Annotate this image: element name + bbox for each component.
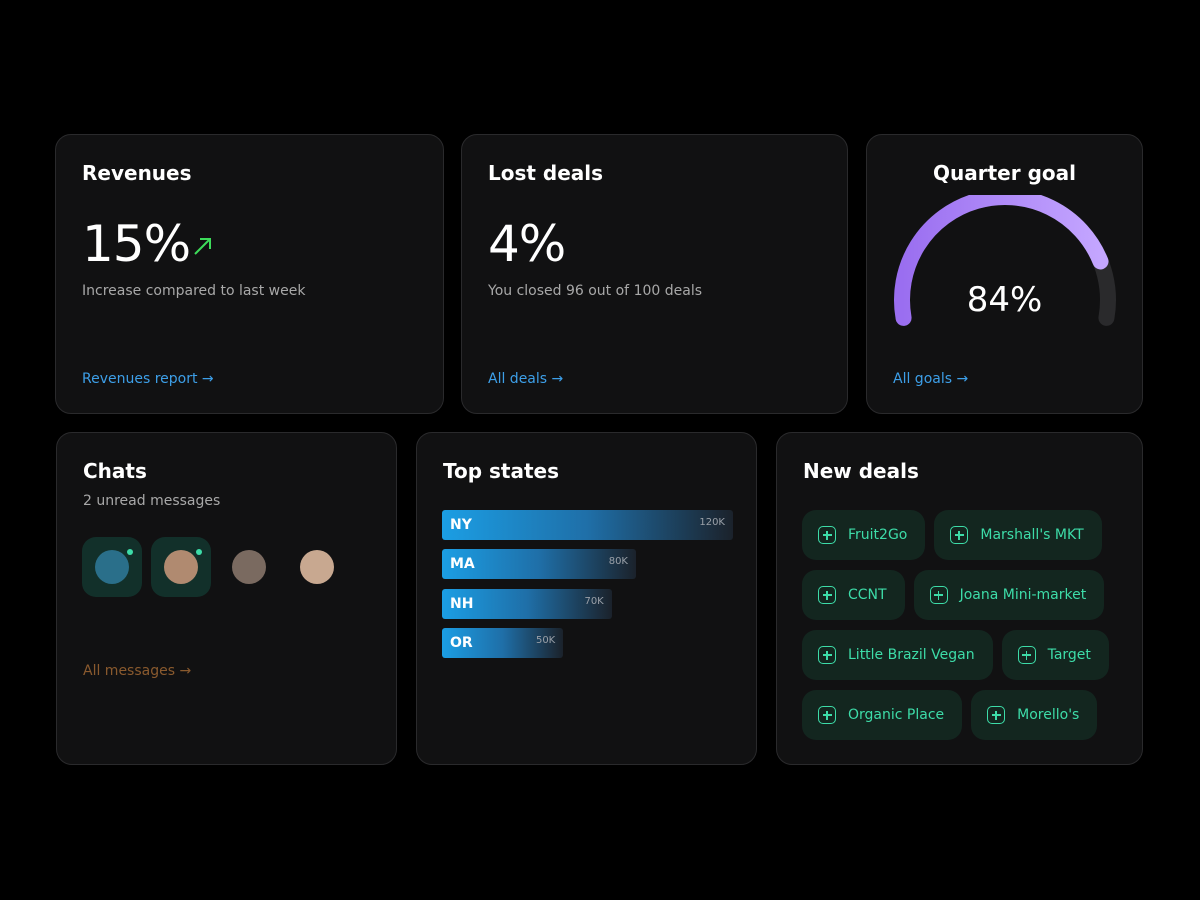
bar: MA 80K bbox=[442, 549, 636, 580]
state-label: NY bbox=[450, 517, 472, 533]
bar: NY 120K bbox=[442, 510, 733, 540]
deal-chip[interactable]: Marshall's MKT bbox=[934, 510, 1102, 560]
state-label: MA bbox=[450, 556, 475, 573]
deal-chip[interactable]: Morello's bbox=[971, 690, 1098, 740]
card-title: Lost deals bbox=[488, 161, 604, 185]
deal-chip[interactable]: Fruit2Go bbox=[802, 510, 926, 560]
deal-row: CCNT Joana Mini-market bbox=[802, 570, 1142, 630]
unread-dot bbox=[127, 549, 133, 555]
subtitle: 2 unread messages bbox=[83, 493, 221, 509]
deal-chip[interactable]: CCNT bbox=[802, 570, 905, 620]
deal-chip[interactable]: Little Brazil Vegan bbox=[802, 630, 993, 680]
new-deals-card: New deals Fruit2Go Marshall's MKT CCNT Joan… bbox=[776, 432, 1143, 765]
deal-name: Joana Mini-market bbox=[959, 587, 1087, 603]
metric: 15% bbox=[82, 215, 191, 273]
state-label: NH bbox=[450, 595, 474, 612]
deal-name: CCNT bbox=[848, 587, 887, 603]
plus-icon bbox=[950, 526, 969, 544]
link[interactable]: Revenues report → bbox=[82, 371, 214, 387]
bar: NH 70K bbox=[442, 588, 612, 619]
caption: Increase compared to last week bbox=[82, 283, 306, 299]
revenues-card: Revenues 15% Increase compared to last w… bbox=[55, 134, 444, 414]
avatar bbox=[164, 550, 198, 584]
avatar bbox=[232, 550, 266, 584]
card-title: New deals bbox=[803, 459, 919, 483]
value-label: 120K bbox=[699, 517, 725, 528]
value-label: 80K bbox=[608, 556, 628, 568]
deal-name: Morello's bbox=[1017, 707, 1080, 723]
card-title: Revenues bbox=[82, 161, 192, 185]
card-title: Chats bbox=[83, 459, 147, 483]
plus-icon bbox=[818, 706, 836, 724]
plus-icon bbox=[987, 706, 1006, 724]
deal-chip[interactable]: Organic Place bbox=[802, 690, 963, 740]
avatar bbox=[300, 550, 334, 584]
chats-card: Chats 2 unread messages All messages → bbox=[56, 432, 397, 765]
plus-icon bbox=[818, 646, 836, 664]
bar-chart: NY 120K MA 80K NH 70K OR 50K bbox=[442, 510, 733, 670]
gauge bbox=[894, 195, 1116, 326]
deal-name: Target bbox=[1047, 647, 1091, 663]
caption: You closed 96 out of 100 deals bbox=[488, 283, 702, 299]
deal-row: Organic Place Morello's bbox=[802, 690, 1142, 750]
gauge-progress bbox=[894, 195, 1109, 326]
plus-icon bbox=[929, 586, 948, 604]
bar: OR 50K bbox=[442, 627, 564, 658]
up-arrow-icon bbox=[194, 238, 211, 255]
link[interactable]: All messages → bbox=[83, 663, 192, 679]
avatars bbox=[82, 537, 334, 597]
gauge-value: 84% bbox=[966, 280, 1043, 320]
deal-row: Little Brazil Vegan Target bbox=[802, 630, 1142, 690]
lost-deals-card: Lost deals 4% You closed 96 out of 100 d… bbox=[461, 134, 848, 414]
value-label: 50K bbox=[535, 634, 556, 646]
metric: 4% bbox=[488, 215, 566, 273]
card-title: Top states bbox=[443, 459, 559, 483]
value-label: 70K bbox=[584, 595, 604, 607]
link[interactable]: All goals → bbox=[893, 371, 969, 387]
avatar bbox=[95, 550, 129, 584]
state-label: OR bbox=[450, 634, 473, 651]
deal-name: Little Brazil Vegan bbox=[848, 647, 975, 663]
deal-list: Fruit2Go Marshall's MKT CCNT Joana Mini-mar… bbox=[802, 510, 1142, 750]
deal-row: Fruit2Go Marshall's MKT bbox=[802, 510, 1142, 570]
deal-chip[interactable]: Joana Mini-market bbox=[913, 570, 1105, 620]
unread-dot bbox=[196, 549, 202, 555]
deal-name: Organic Place bbox=[848, 707, 945, 723]
deal-name: Marshall's MKT bbox=[980, 527, 1084, 543]
link[interactable]: All deals → bbox=[488, 371, 564, 387]
plus-icon bbox=[1017, 646, 1036, 664]
quarter-goal-card: Quarter goal 84% All goals → bbox=[866, 134, 1143, 414]
card-title: Quarter goal bbox=[933, 161, 1076, 185]
plus-icon bbox=[818, 586, 836, 604]
deal-chip[interactable]: Target bbox=[1001, 630, 1109, 680]
deal-name: Fruit2Go bbox=[848, 527, 908, 543]
plus-icon bbox=[818, 526, 836, 544]
top-states-card: Top states NY 120K MA 80K NH 70K OR 50K bbox=[416, 432, 757, 765]
